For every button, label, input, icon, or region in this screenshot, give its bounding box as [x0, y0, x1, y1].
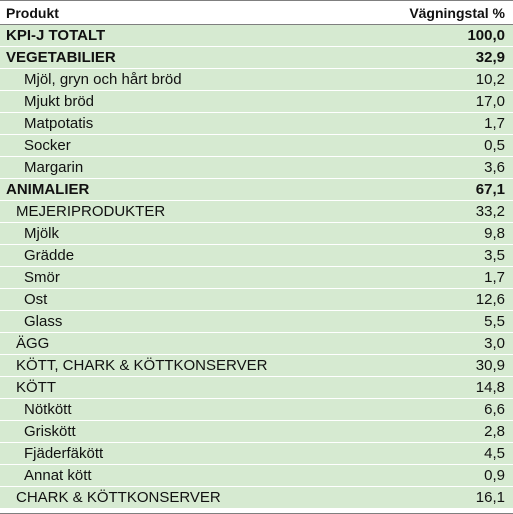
table-row: Smör 1,7: [0, 267, 513, 289]
row-label: MEJERIPRODUKTER: [16, 203, 166, 220]
row-label: VEGETABILIER: [6, 49, 116, 66]
row-label: Mjölk: [24, 225, 60, 242]
row-label: Griskött: [24, 423, 76, 440]
row-label: Mjöl, gryn och hårt bröd: [24, 71, 182, 88]
row-value: 10,2: [475, 71, 505, 88]
table-row: Glass 5,5: [0, 311, 513, 333]
row-value: 14,8: [475, 379, 505, 396]
row-value: 17,0: [475, 93, 505, 110]
row-value: 3,6: [484, 159, 505, 176]
row-value: 1,7: [484, 115, 505, 132]
table-row: Margarin 3,6: [0, 157, 513, 179]
table-row: KÖTT 14,8: [0, 377, 513, 399]
table-row: Matpotatis 1,7: [0, 113, 513, 135]
row-value: 4,5: [484, 445, 505, 462]
header-product: Produkt: [6, 4, 59, 21]
row-label: Annat kött: [24, 467, 92, 484]
row-label: CHARK & KÖTTKONSERVER: [16, 489, 221, 506]
row-value: 3,5: [484, 247, 505, 264]
row-label: Smör: [24, 269, 60, 286]
table-row: KPI-J TOTALT 100,0: [0, 25, 513, 47]
table-body: KPI-J TOTALT 100,0 VEGETABILIER 32,9 Mjöl, g…: [0, 25, 513, 513]
table-row: CHARK & KÖTTKONSERVER 16,1: [0, 487, 513, 509]
row-label: KÖTT: [16, 379, 56, 396]
table-row: Grädde 3,5: [0, 245, 513, 267]
row-value: 67,1: [475, 181, 505, 198]
header-weight: Vägningstal %: [409, 4, 505, 21]
row-label: ANIMALIER: [6, 181, 90, 198]
table-row: Fjäderfäkött 4,5: [0, 443, 513, 465]
row-value: 5,5: [484, 313, 505, 330]
row-value: 6,6: [484, 401, 505, 418]
row-label: Glass: [24, 313, 63, 330]
row-label: Fjäderfäkött: [24, 445, 104, 462]
row-value: 2,8: [484, 423, 505, 440]
table-row: KÖTT, CHARK & KÖTTKONSERVER 30,9: [0, 355, 513, 377]
row-value: 16,1: [475, 489, 505, 506]
table-row: Mjölk 9,8: [0, 223, 513, 245]
table-header: Produkt Vägningstal %: [0, 1, 513, 25]
row-value: 0,9: [484, 467, 505, 484]
row-label: Socker: [24, 137, 71, 154]
row-value: 0,5: [484, 137, 505, 154]
row-value: 33,2: [475, 203, 505, 220]
row-value: 32,9: [475, 49, 505, 66]
table-row: Ost 12,6: [0, 289, 513, 311]
table-row: Griskött 2,8: [0, 421, 513, 443]
row-label: Grädde: [24, 247, 75, 264]
row-label: KÖTT, CHARK & KÖTTKONSERVER: [16, 357, 268, 374]
row-label: ÄGG: [16, 335, 50, 352]
row-label: Ost: [24, 291, 48, 308]
row-label: Mjukt bröd: [24, 93, 95, 110]
row-label: Margarin: [24, 159, 84, 176]
table-row: Socker 0,5: [0, 135, 513, 157]
table-row: ANIMALIER 67,1: [0, 179, 513, 201]
table-row: VEGETABILIER 32,9: [0, 47, 513, 69]
table-row: Nötkött 6,6: [0, 399, 513, 421]
table-row: ÄGG 3,0: [0, 333, 513, 355]
row-value: 30,9: [475, 357, 505, 374]
row-label: KPI-J TOTALT: [6, 27, 106, 44]
row-value: 1,7: [484, 269, 505, 286]
row-label: Nötkött: [24, 401, 72, 418]
row-label: Matpotatis: [24, 115, 94, 132]
table-row: Annat kött 0,9: [0, 465, 513, 487]
row-value: 9,8: [484, 225, 505, 242]
row-value: 3,0: [484, 335, 505, 352]
row-value: 12,6: [475, 291, 505, 308]
table-row: Mjöl, gryn och hårt bröd 10,2: [0, 69, 513, 91]
table-row: MEJERIPRODUKTER 33,2: [0, 201, 513, 223]
table-row: Mjukt bröd 17,0: [0, 91, 513, 113]
row-value: 100,0: [467, 27, 505, 44]
